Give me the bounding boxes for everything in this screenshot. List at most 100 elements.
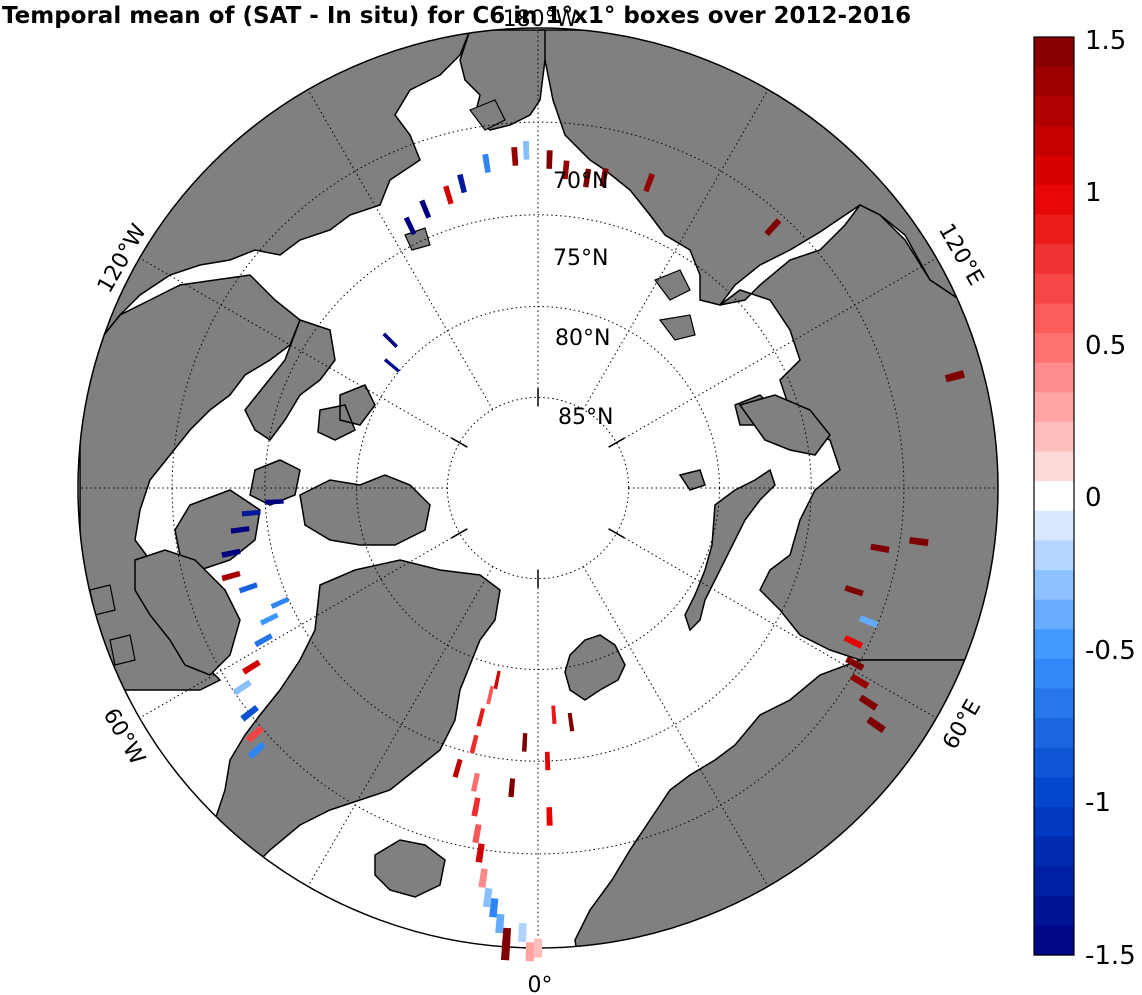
colorbar-segment <box>1034 866 1074 897</box>
anomaly-box <box>866 716 886 734</box>
anomaly-box <box>241 509 261 517</box>
latitude-circle <box>264 214 812 762</box>
colorbar-segment <box>1034 747 1074 778</box>
anomaly-box <box>544 751 551 771</box>
anomaly-box <box>232 679 252 696</box>
anomaly-box <box>476 708 485 727</box>
anomaly-box <box>495 913 505 934</box>
colorbar-segment <box>1034 777 1074 808</box>
anomaly-box <box>247 741 266 760</box>
anomaly-box <box>471 797 481 817</box>
lon-label-top: 180°W <box>503 7 578 32</box>
colorbar-segment <box>1034 185 1074 216</box>
anomaly-box <box>525 942 534 962</box>
colorbar-segment <box>1034 836 1074 867</box>
anomaly-box <box>383 358 400 373</box>
meridian-line <box>139 532 460 719</box>
land-svalbard <box>564 634 626 701</box>
anomaly-box <box>221 570 241 582</box>
colorbar-segment <box>1034 362 1074 393</box>
meridian-line <box>616 257 937 444</box>
colorbar-tick-label: 0 <box>1085 483 1102 513</box>
graticule <box>78 28 998 948</box>
lat-label-85: 85°N <box>558 405 613 430</box>
colorbar-frame <box>1033 36 1075 956</box>
anomaly-box <box>457 173 467 194</box>
anomaly-box <box>508 778 516 798</box>
meridian-line <box>582 566 769 887</box>
land-novaya-zemlya <box>684 468 776 632</box>
anomaly-box <box>567 712 575 732</box>
land-baffin <box>134 549 241 676</box>
colorbar-tick-label: 1.5 <box>1085 26 1126 56</box>
anomaly-box <box>845 656 865 671</box>
lon-label-bottom: 0° <box>528 973 553 995</box>
meridian-line <box>582 89 769 410</box>
colorbar-segment <box>1034 925 1074 956</box>
lat-label-75: 75°N <box>553 246 608 271</box>
anomaly-box <box>850 673 870 689</box>
anomaly-boxes <box>221 140 965 962</box>
anomaly-box <box>265 499 284 505</box>
colorbar-segment <box>1034 570 1074 601</box>
anomaly-box <box>521 733 528 752</box>
colorbar-segment <box>1034 718 1074 749</box>
anomaly-box <box>472 823 482 844</box>
meridian-line <box>307 566 494 887</box>
anomaly-box <box>764 218 782 237</box>
anomaly-box <box>259 612 279 626</box>
colorbar-segment <box>1034 629 1074 660</box>
anomaly-box <box>469 734 479 754</box>
colorbar-segment <box>1034 125 1074 157</box>
anomaly-box <box>858 694 879 711</box>
land-canadian-archipelago <box>174 319 431 571</box>
land-severnaya <box>738 394 831 456</box>
anomaly-box <box>478 868 488 888</box>
anomaly-box <box>382 332 398 348</box>
anomaly-box <box>870 543 890 553</box>
anomaly-box <box>522 140 530 160</box>
anomaly-box <box>270 596 290 609</box>
meridian-tick <box>451 437 468 448</box>
anomaly-box <box>241 659 261 675</box>
colorbar-segment <box>1034 599 1074 630</box>
colorbar-segment <box>1034 244 1074 275</box>
colorbar-segment <box>1034 806 1074 838</box>
anomaly-box <box>245 725 264 743</box>
anomaly-box <box>470 772 480 792</box>
anomaly-box <box>482 153 491 173</box>
colorbar-segment <box>1034 540 1074 571</box>
meridian-line <box>307 89 494 410</box>
anomaly-box <box>240 705 259 722</box>
map-title: Temporal mean of (SAT - In situ) for C6 … <box>2 3 912 29</box>
anomaly-box <box>452 758 463 778</box>
colorbar-segment <box>1034 451 1074 482</box>
colorbar-segment <box>1034 96 1074 127</box>
anomaly-box <box>230 526 250 534</box>
colorbar-tick-label: -1.5 <box>1085 941 1136 971</box>
lat-label-70: 70°N <box>553 169 608 194</box>
meridian-tick <box>451 528 468 539</box>
colorbar-segment <box>1034 303 1074 334</box>
meridian-tick <box>608 528 625 539</box>
colorbar-ticks: 1.5 1 0.5 0 -0.5 -1 -1.5 <box>1085 26 1136 971</box>
colorbar-segment <box>1034 421 1074 453</box>
anomaly-box <box>486 685 494 705</box>
anomaly-box <box>944 370 965 383</box>
colorbar-segment <box>1034 392 1074 423</box>
anomaly-box <box>254 633 273 648</box>
anomaly-box <box>909 537 929 547</box>
land-greenland <box>194 559 501 902</box>
colorbar-tick-label: -1 <box>1085 788 1111 818</box>
meridian-line <box>616 532 937 719</box>
colorbar-segment <box>1034 658 1074 690</box>
anomaly-box <box>599 167 609 188</box>
land-small-islands <box>89 99 696 666</box>
land-taymyr <box>719 204 998 661</box>
anomaly-box <box>493 670 501 690</box>
colorbar-segment <box>1034 66 1074 97</box>
colorbar-segment <box>1034 155 1074 186</box>
colorbar-segment <box>1034 510 1074 542</box>
lat-label-80: 80°N <box>555 326 610 351</box>
anomaly-box <box>419 199 432 219</box>
